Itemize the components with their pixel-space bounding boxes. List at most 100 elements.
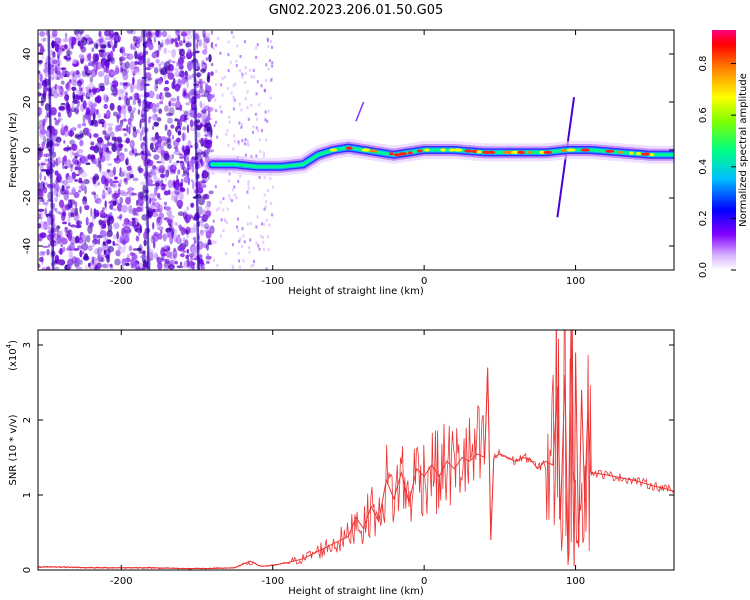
noise-cell bbox=[250, 155, 253, 159]
noise-cell bbox=[63, 155, 67, 162]
noise-cell bbox=[152, 164, 157, 169]
noise-cell bbox=[56, 211, 62, 214]
noise-cell bbox=[241, 75, 244, 79]
noise-cell bbox=[141, 126, 145, 136]
noise-cell bbox=[126, 165, 132, 172]
noise-cell bbox=[167, 231, 172, 238]
noise-cell bbox=[205, 140, 213, 149]
x-tick-label: -200 bbox=[110, 576, 133, 587]
noise-cell bbox=[57, 48, 62, 54]
noise-cell bbox=[114, 258, 121, 266]
noise-cell bbox=[228, 115, 231, 119]
noise-cell bbox=[103, 120, 107, 130]
noise-cell bbox=[43, 175, 47, 181]
noise-cell bbox=[136, 247, 142, 252]
noise-cell bbox=[156, 221, 159, 229]
noise-cell bbox=[100, 175, 107, 185]
noise-cell bbox=[212, 107, 215, 111]
noise-cell bbox=[89, 221, 94, 226]
noise-cell bbox=[38, 107, 43, 116]
noise-cell bbox=[78, 188, 86, 192]
noise-cell bbox=[145, 50, 148, 55]
noise-cell bbox=[151, 125, 155, 130]
noise-cell bbox=[74, 179, 79, 182]
noise-cell bbox=[213, 124, 216, 128]
noise-cell bbox=[97, 246, 102, 256]
noise-cell bbox=[117, 188, 121, 196]
noise-cell bbox=[143, 172, 146, 176]
noise-cell bbox=[107, 58, 110, 62]
noise-streak bbox=[47, 30, 55, 270]
noise-cell bbox=[38, 211, 44, 218]
noise-cell bbox=[252, 125, 255, 129]
noise-cell bbox=[164, 206, 172, 211]
noise-cell bbox=[84, 34, 90, 38]
noise-cell bbox=[136, 36, 140, 42]
snr-scale-exp: 4 bbox=[5, 343, 13, 348]
noise-cell bbox=[116, 231, 119, 240]
noise-cell bbox=[48, 237, 53, 241]
noise-cell bbox=[154, 132, 158, 141]
noise-cell bbox=[238, 121, 241, 125]
noise-cell bbox=[185, 30, 192, 35]
noise-cell bbox=[117, 244, 121, 252]
noise-cell bbox=[195, 93, 201, 99]
noise-cell bbox=[100, 244, 106, 249]
noise-cell bbox=[68, 222, 71, 227]
noise-cell bbox=[76, 221, 80, 229]
noise-cell bbox=[177, 234, 181, 237]
noise-cell bbox=[112, 166, 117, 176]
ridge-peak bbox=[629, 151, 634, 155]
noise-cell bbox=[175, 30, 180, 36]
noise-cell bbox=[121, 94, 125, 101]
noise-cell bbox=[38, 151, 41, 161]
noise-cell bbox=[44, 158, 49, 163]
noise-cell bbox=[163, 266, 169, 270]
noise-cell bbox=[192, 180, 195, 190]
noise-cell bbox=[150, 168, 155, 174]
noise-cell bbox=[118, 127, 123, 132]
noise-cell bbox=[219, 200, 222, 204]
noise-cell bbox=[246, 90, 249, 94]
noise-cell bbox=[223, 218, 226, 222]
noise-cell bbox=[123, 218, 130, 225]
noise-cell bbox=[262, 235, 264, 239]
noise-cell bbox=[108, 82, 114, 85]
noise-cell bbox=[138, 267, 145, 270]
noise-cell bbox=[72, 91, 75, 101]
noise-cell bbox=[90, 141, 95, 146]
noise-cell bbox=[56, 225, 61, 230]
noise-cell bbox=[96, 262, 102, 269]
noise-cell bbox=[262, 248, 265, 252]
ridge-peak bbox=[369, 149, 378, 153]
noise-cell bbox=[113, 243, 119, 246]
noise-cell bbox=[180, 226, 186, 236]
noise-cell bbox=[260, 84, 263, 88]
noise-cell bbox=[85, 216, 89, 226]
noise-cell bbox=[246, 190, 249, 194]
noise-cell bbox=[263, 207, 266, 211]
ridge-peak bbox=[453, 148, 463, 152]
noise-cell bbox=[166, 245, 171, 250]
noise-cell bbox=[242, 234, 245, 238]
noise-cell bbox=[242, 259, 245, 263]
ridge-peak bbox=[636, 152, 641, 156]
noise-cell bbox=[265, 63, 268, 67]
noise-cell bbox=[38, 223, 42, 229]
noise-cell bbox=[54, 65, 58, 75]
noise-cell bbox=[252, 187, 255, 190]
noise-cell bbox=[165, 258, 170, 264]
noise-cell bbox=[56, 70, 62, 81]
noise-cell bbox=[220, 218, 223, 222]
noise-cell bbox=[42, 123, 45, 131]
noise-cell bbox=[103, 74, 110, 81]
noise-cell bbox=[128, 204, 133, 214]
noise-cell bbox=[263, 193, 266, 197]
ridge-peak bbox=[448, 148, 455, 152]
noise-cell bbox=[157, 226, 164, 231]
noise-cell bbox=[147, 171, 153, 179]
noise-cell bbox=[41, 198, 45, 203]
noise-cell bbox=[86, 234, 91, 243]
noise-cell bbox=[71, 187, 77, 195]
noise-cell bbox=[237, 142, 240, 146]
